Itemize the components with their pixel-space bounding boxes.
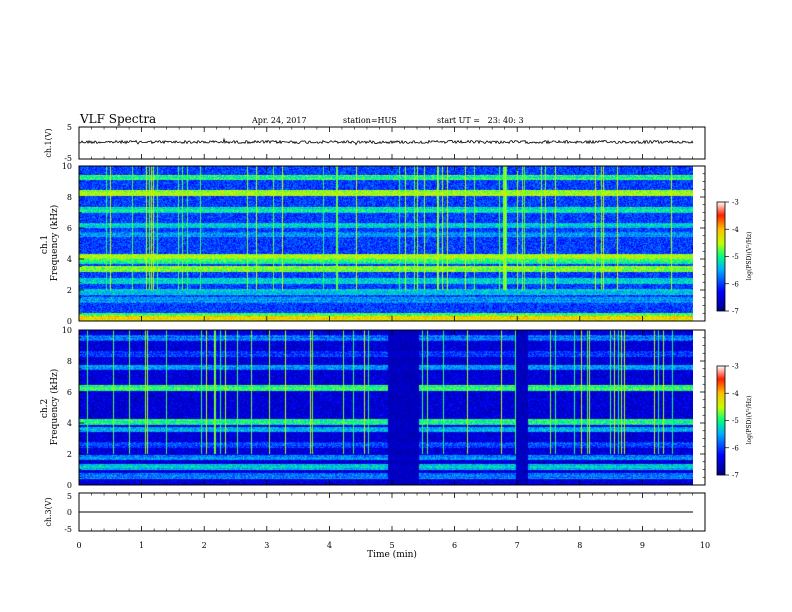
freq-tick-label: 6 [67,224,72,233]
colorbar-tick-label: -5 [732,253,739,261]
ch1-ylabel-line2: Frequency (kHz) [49,205,60,282]
time-tick-label: 2 [202,541,207,550]
ch2-colorbar-ticks: -3 -4 -5 -6 -7 [725,363,739,480]
station-label: station=HUS [343,116,397,125]
freq-tick-label: 2 [67,286,72,295]
freq-tick-label: 8 [67,193,72,202]
time-tick-label: 4 [327,541,332,550]
colorbar-tick-label: -7 [732,472,739,480]
freq-tick-label: 2 [67,450,72,459]
freq-tick-label: 0 [67,481,72,490]
date-label: Apr. 24, 2017 [251,116,307,125]
ch3-ytick-top: 5 [67,492,72,501]
time-tick-label: 1 [139,541,144,550]
freq-tick-label: 10 [62,326,72,335]
freq-tick-label: 0 [67,317,72,326]
time-tick-label: 7 [515,541,520,550]
ch2-colorbar [716,365,726,476]
ch2-spectrogram-image [79,330,693,485]
start-ut-label: start UT = 23: 40: 3 [437,116,524,125]
ch1-colorbar [716,201,726,312]
ch2-ylabel-line2: Frequency (kHz) [49,369,60,446]
time-tick-label: 0 [76,541,81,550]
colorbar-tick-label: -5 [732,417,739,425]
ch1-spectrogram-image [79,166,693,321]
ch1-ylabel-line1: ch.1 [40,235,50,254]
figure-title: VLF Spectra [79,112,156,126]
freq-tick-label: 4 [67,255,72,264]
ch2-spectrogram-yticks: 0 2 4 6 8 10 [62,326,706,490]
ch3-ytick-bottom: -5 [64,525,72,534]
colorbar-tick-label: -4 [732,226,739,234]
time-axis-ticklabels: 0 1 2 3 4 5 6 7 8 9 10 [76,541,710,550]
time-tick-label: 9 [640,541,645,550]
time-tick-label: 8 [577,541,582,550]
time-tick-label: 6 [452,541,457,550]
ch1-colorbar-label: log(PSD)(V²/Hz) [746,232,753,281]
time-axis-label: Time (min) [367,549,417,560]
ch1-voltage-ticks [78,127,706,159]
ch1-voltage-trace [78,137,694,146]
freq-tick-label: 6 [67,388,72,397]
colorbar-tick-label: -3 [732,199,739,207]
ch1-ytick-top: 5 [67,123,72,132]
colorbar-tick-label: -4 [732,390,739,398]
freq-tick-label: 8 [67,357,72,366]
colorbar-tick-label: -3 [732,363,739,371]
ch1-spectrogram-yticks: 0 2 4 6 8 10 [62,162,706,326]
ch2-spectrogram-ylabel: ch.2 Frequency (kHz) [40,369,60,446]
colorbar-tick-label: -7 [732,308,739,316]
freq-tick-label: 4 [67,419,72,428]
ch3-voltage-panel: 5 0 -5 ch.3(V) 0 1 2 3 4 5 6 7 8 9 10 Time (min) [44,492,710,560]
ch1-ytick-bottom: -5 [64,154,72,163]
ch3-ytick-mid: 0 [67,508,72,517]
time-tick-label: 5 [389,541,394,550]
time-tick-label: 10 [700,541,710,550]
colorbar-tick-label: -6 [732,444,739,452]
ch1-voltage-ylabel: ch.1(V) [44,128,53,157]
ch2-ylabel-line1: ch.2 [40,399,50,418]
ch1-spectrogram-ylabel: ch.1 Frequency (kHz) [40,205,60,282]
ch1-voltage-panel: 5 -5 ch.1(V) [44,123,706,163]
ch3-voltage-ylabel: ch.3(V) [44,497,53,526]
freq-tick-label: 10 [62,162,72,171]
ch2-colorbar-label: log(PSD)(V²/Hz) [746,396,753,445]
time-tick-label: 3 [264,541,269,550]
colorbar-tick-label: -6 [732,280,739,288]
ch3-voltage-ticks [78,493,706,531]
ch1-colorbar-ticks: -3 -4 -5 -6 -7 [725,199,739,316]
